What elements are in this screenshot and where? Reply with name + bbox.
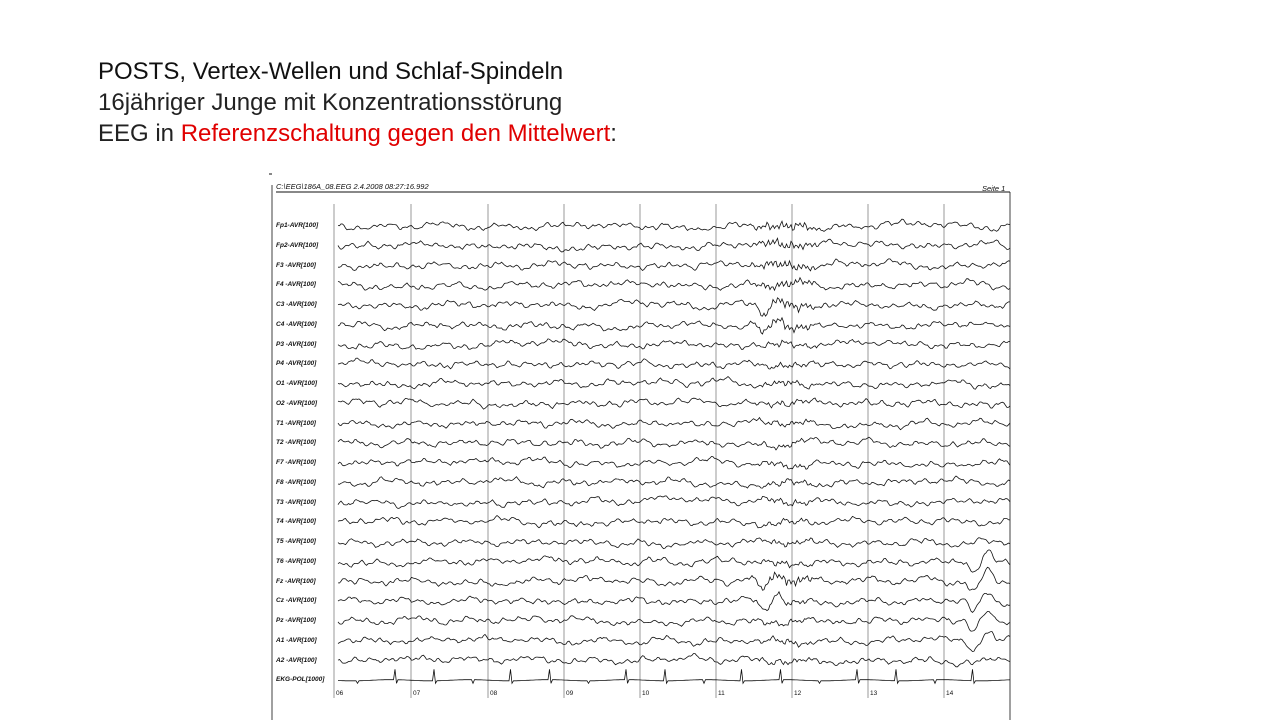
channel-label: T3 -AVR[100]	[276, 498, 316, 506]
eeg-trace	[337, 537, 1011, 550]
channel-label: Fp2-AVR[100]	[276, 241, 319, 249]
channel-label: F3 -AVR[100]	[276, 261, 316, 269]
channel-label: C3 -AVR[100]	[276, 301, 317, 308]
channel-label: T2 -AVR[100]	[276, 439, 316, 447]
eeg-trace	[337, 549, 1011, 573]
eeg-trace	[337, 631, 1011, 653]
eeg-trace	[337, 218, 1011, 232]
second-marker: 08	[490, 690, 498, 697]
channel-label: Fz -AVR[100]	[276, 577, 316, 585]
recording-header-path: C:\EEG\186A_08.EEG 2.4.2008 08:27:16.992	[276, 182, 429, 191]
channel-label: O2 -AVR[100]	[276, 399, 318, 407]
eeg-trace	[337, 475, 1011, 489]
channel-label: T6 -AVR[100]	[276, 557, 316, 565]
eeg-recording-page: C:\EEG\186A_08.EEG 2.4.2008 08:27:16.992…	[266, 168, 1018, 720]
channel-label: F8 -AVR[100]	[276, 478, 316, 486]
channel-label: EKG-POL[1000]	[276, 676, 325, 684]
eeg-trace	[337, 357, 1011, 370]
eeg-trace	[337, 590, 1011, 613]
title-line-3: EEG in Referenzschaltung gegen den Mitte…	[98, 118, 998, 149]
second-marker: 13	[870, 690, 878, 697]
second-marker: 06	[336, 690, 344, 697]
second-marker: 10	[642, 690, 650, 697]
channel-label: P4 -AVR[100]	[276, 360, 317, 368]
channel-label: Cz -AVR[100]	[276, 597, 317, 605]
eeg-trace	[337, 653, 1011, 668]
channel-label: O1 -AVR[100]	[276, 380, 318, 387]
eeg-trace	[337, 436, 1011, 451]
title-line-3-prefix: EEG in	[98, 120, 181, 147]
second-marker: 12	[794, 690, 802, 697]
channel-label: A2 -AVR[100]	[276, 656, 317, 664]
eeg-trace	[337, 375, 1011, 390]
channel-label: P3 -AVR[100]	[276, 340, 317, 348]
channel-label: T5 -AVR[100]	[276, 538, 316, 545]
second-marker: 14	[946, 690, 954, 697]
channel-label: C4 -AVR[100]	[276, 320, 317, 328]
eeg-trace	[337, 566, 1011, 591]
eeg-trace	[337, 276, 1011, 292]
eeg-trace	[337, 611, 1011, 632]
eeg-trace	[337, 455, 1011, 470]
eeg-trace	[337, 495, 1011, 509]
eeg-trace	[337, 237, 1011, 253]
title-line-1: POSTS, Vertex-Wellen und Schlaf-Spindeln	[98, 58, 564, 85]
montage-highlight: Referenzschaltung gegen den Mittelwert	[180, 120, 611, 147]
eeg-trace	[338, 258, 1011, 272]
eeg-trace	[337, 514, 1011, 529]
second-marker: 09	[566, 690, 574, 697]
eeg-trace	[337, 397, 1011, 410]
eeg-trace	[337, 316, 1011, 335]
second-marker: 11	[718, 690, 725, 697]
channel-label: F7 -AVR[100]	[276, 459, 316, 466]
channel-label: T1 -AVR[100]	[276, 419, 316, 427]
second-marker: 07	[413, 690, 421, 697]
title-line-3-suffix: :	[610, 120, 617, 147]
channel-label: Pz -AVR[100]	[276, 617, 316, 624]
eeg-trace	[337, 669, 1011, 685]
channel-label: F4 -AVR[100]	[276, 281, 316, 289]
title-line-2: 16jähriger Junge mit Konzentrationsstöru…	[98, 89, 563, 116]
channel-label: T4 -AVR[100]	[276, 518, 316, 526]
channel-label: Fp1-AVR[100]	[276, 222, 319, 229]
eeg-trace	[337, 297, 1010, 317]
eeg-trace	[337, 416, 1011, 431]
page-number-label: Seite 1	[982, 184, 1006, 193]
eeg-trace	[337, 338, 1011, 350]
slide-title: POSTS, Vertex-Wellen und Schlaf-Spindeln…	[98, 56, 998, 149]
eeg-traces	[269, 173, 1011, 720]
channel-label: A1 -AVR[100]	[276, 636, 317, 644]
